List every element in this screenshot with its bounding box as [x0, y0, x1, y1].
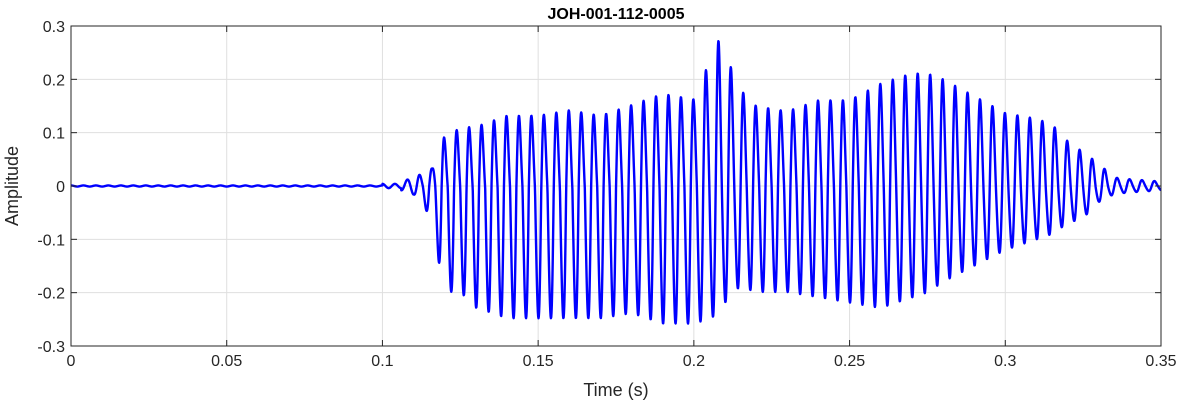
x-tick-label: 0.25: [834, 353, 865, 370]
x-axis-ticks: 0 0.05 0.1 0.15 0.2 0.25 0.3 0.35: [67, 26, 1177, 370]
chart-title: JOH-001-112-0005: [548, 6, 685, 23]
y-axis-ticks: -0.3 -0.2 -0.1 0 0.1 0.2 0.3: [37, 19, 1161, 356]
x-tick-label: 0.2: [683, 353, 705, 370]
x-tick-label: 0.35: [1145, 353, 1176, 370]
y-tick-label: 0.1: [43, 126, 65, 143]
y-tick-label: -0.2: [37, 286, 65, 303]
waveform-series-line: [71, 40, 1161, 325]
y-tick-label: 0: [56, 179, 65, 196]
y-tick-label: -0.3: [37, 339, 65, 356]
x-tick-label: 0.15: [523, 353, 554, 370]
x-tick-label: 0.1: [371, 353, 393, 370]
x-tick-label: 0.3: [994, 353, 1016, 370]
y-tick-label: 0.3: [43, 19, 65, 36]
series-layer: [71, 40, 1161, 325]
y-tick-label: -0.1: [37, 232, 65, 249]
x-tick-label: 0.05: [211, 353, 242, 370]
x-tick-label: 0: [67, 353, 76, 370]
y-tick-label: 0.2: [43, 72, 65, 89]
x-axis-label: Time (s): [583, 380, 648, 400]
y-axis-label: Amplitude: [2, 146, 22, 226]
